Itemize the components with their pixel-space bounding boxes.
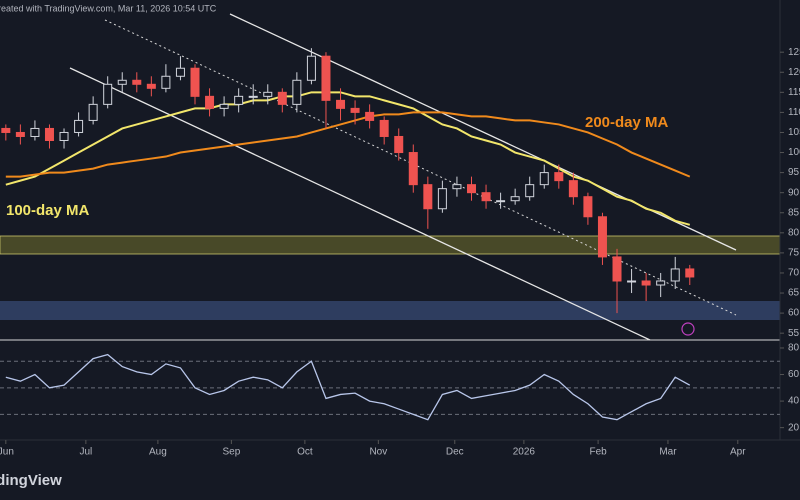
annotation-100ma: 100-day MA xyxy=(6,202,90,219)
candle-body xyxy=(510,196,520,202)
candle-body xyxy=(205,95,215,109)
y-tick-label: 95 xyxy=(788,167,800,178)
x-tick-label: Mar xyxy=(659,447,677,458)
candle-body xyxy=(437,188,447,210)
candle-body xyxy=(161,75,171,89)
candle-body xyxy=(234,95,244,105)
y-tick-label: 75 xyxy=(788,248,800,259)
candle-body xyxy=(30,127,40,137)
candle-body xyxy=(466,184,476,194)
y-tick-label: 115 xyxy=(788,87,800,98)
moving-average xyxy=(5,111,691,178)
moving-average xyxy=(5,91,691,226)
candle-body xyxy=(379,119,389,137)
footer-logo: radingView xyxy=(0,472,62,489)
candle-body xyxy=(568,180,578,198)
support-zone xyxy=(0,301,780,320)
y-tick-label: 110 xyxy=(788,107,800,118)
candle-body xyxy=(321,55,331,101)
event-icon[interactable] xyxy=(681,322,695,336)
y-tick-label: 65 xyxy=(788,288,800,299)
candle-body xyxy=(612,256,622,282)
candle-body xyxy=(44,127,54,141)
y-tick-label: 80 xyxy=(788,343,800,354)
x-tick-label: 2026 xyxy=(513,447,536,458)
candle-body xyxy=(103,83,113,105)
candle-body xyxy=(219,103,229,109)
candle-body xyxy=(408,152,418,186)
candle-body xyxy=(394,135,404,154)
y-tick-label: 60 xyxy=(788,308,800,319)
candle-body xyxy=(656,280,666,286)
candle-body xyxy=(117,79,127,85)
candle-body xyxy=(306,55,316,81)
candle-body xyxy=(583,196,593,218)
y-tick-label: 55 xyxy=(788,328,800,339)
candle-body xyxy=(496,200,506,203)
candle-body xyxy=(1,127,11,133)
candle-body xyxy=(670,268,680,282)
rsi-line xyxy=(5,353,691,421)
candle-body xyxy=(59,131,69,141)
x-tick-label: Jul xyxy=(79,447,92,458)
x-tick-label: Nov xyxy=(369,447,387,458)
y-tick-label: 60 xyxy=(788,369,800,380)
channel-lower xyxy=(69,67,651,341)
y-tick-label: 80 xyxy=(788,227,800,238)
x-tick-label: Apr xyxy=(730,447,746,458)
y-tick-label: 40 xyxy=(788,396,800,407)
x-tick-label: Sep xyxy=(222,447,240,458)
y-tick-label: 90 xyxy=(788,187,800,198)
resistance-zone xyxy=(0,235,781,255)
candle-body xyxy=(336,99,346,109)
candle-body xyxy=(423,184,433,210)
candle-body xyxy=(263,91,273,97)
candle-body xyxy=(481,192,491,202)
candle-body xyxy=(365,111,375,121)
y-tick-label: 100 xyxy=(788,147,800,158)
candle-body xyxy=(685,268,695,278)
candle-body xyxy=(539,172,549,186)
candle-body xyxy=(88,103,98,121)
candle-body xyxy=(74,119,84,133)
x-tick-label: Dec xyxy=(446,447,464,458)
candle-body xyxy=(15,131,25,137)
candle-body xyxy=(175,67,185,77)
x-tick-label: Aug xyxy=(149,447,167,458)
y-tick-label: 20 xyxy=(788,422,800,433)
candle-body xyxy=(350,107,360,113)
y-tick-label: 105 xyxy=(788,127,800,138)
candle-body xyxy=(132,79,142,85)
candle-body xyxy=(597,216,607,258)
candle-body xyxy=(641,280,651,286)
candle-body xyxy=(146,83,156,89)
y-tick-label: 120 xyxy=(788,67,800,78)
candle-body xyxy=(452,184,462,190)
candle-body xyxy=(292,79,302,105)
x-tick-label: Feb xyxy=(589,447,607,458)
y-tick-label: 70 xyxy=(788,268,800,279)
channel-mid xyxy=(104,19,737,316)
candle-body xyxy=(277,91,287,105)
annotation-200ma: 200-day MA xyxy=(585,114,669,131)
candle-body xyxy=(554,172,564,182)
candle-body xyxy=(525,184,535,198)
candle-body xyxy=(248,95,258,98)
x-tick-label: Jun xyxy=(0,447,14,458)
y-tick-label: 125 xyxy=(788,47,800,58)
y-tick-label: 85 xyxy=(788,207,800,218)
x-tick-label: Oct xyxy=(297,447,313,458)
candle-body xyxy=(190,67,200,97)
header: reated with TradingView.com, Mar 11, 202… xyxy=(0,3,217,13)
candle-body xyxy=(627,280,637,283)
